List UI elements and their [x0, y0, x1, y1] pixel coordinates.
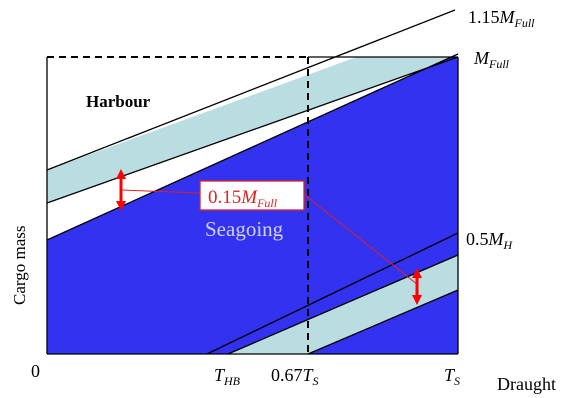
- label-0-5-mh: 0.5MH: [466, 229, 514, 252]
- x-axis-label: Draught: [497, 374, 556, 394]
- tick-ts: TS: [444, 365, 460, 388]
- annotation-connector-right: [304, 194, 419, 286]
- band-arrow-left: [116, 169, 126, 211]
- tick-0-67-ts: 0.67TS: [271, 365, 319, 388]
- seagoing-upper-line: [46, 53, 459, 241]
- band-label: 0.15MFull: [208, 187, 278, 210]
- band-label-box: [199, 180, 305, 211]
- seagoing-label: Seagoing: [205, 217, 284, 241]
- y-axis-label: Cargo mass: [10, 226, 29, 306]
- annotation-connector-left: [121, 189, 201, 194]
- label-1-15-mfull: 1.15MFull: [468, 7, 535, 30]
- band-arrow-right: [412, 268, 422, 305]
- upper-limit-line: [46, 9, 456, 171]
- tick-thb: THB: [214, 365, 241, 388]
- origin-label: 0: [31, 361, 40, 381]
- half-load-line-1: [206, 232, 459, 355]
- label-mfull: MFull: [473, 48, 510, 71]
- lower-band-edge: [307, 289, 459, 355]
- limit-lines: [46, 9, 459, 355]
- full-limit-line: [46, 56, 459, 204]
- half-load-line-2: [227, 254, 459, 355]
- harbour-label: Harbour: [86, 92, 151, 111]
